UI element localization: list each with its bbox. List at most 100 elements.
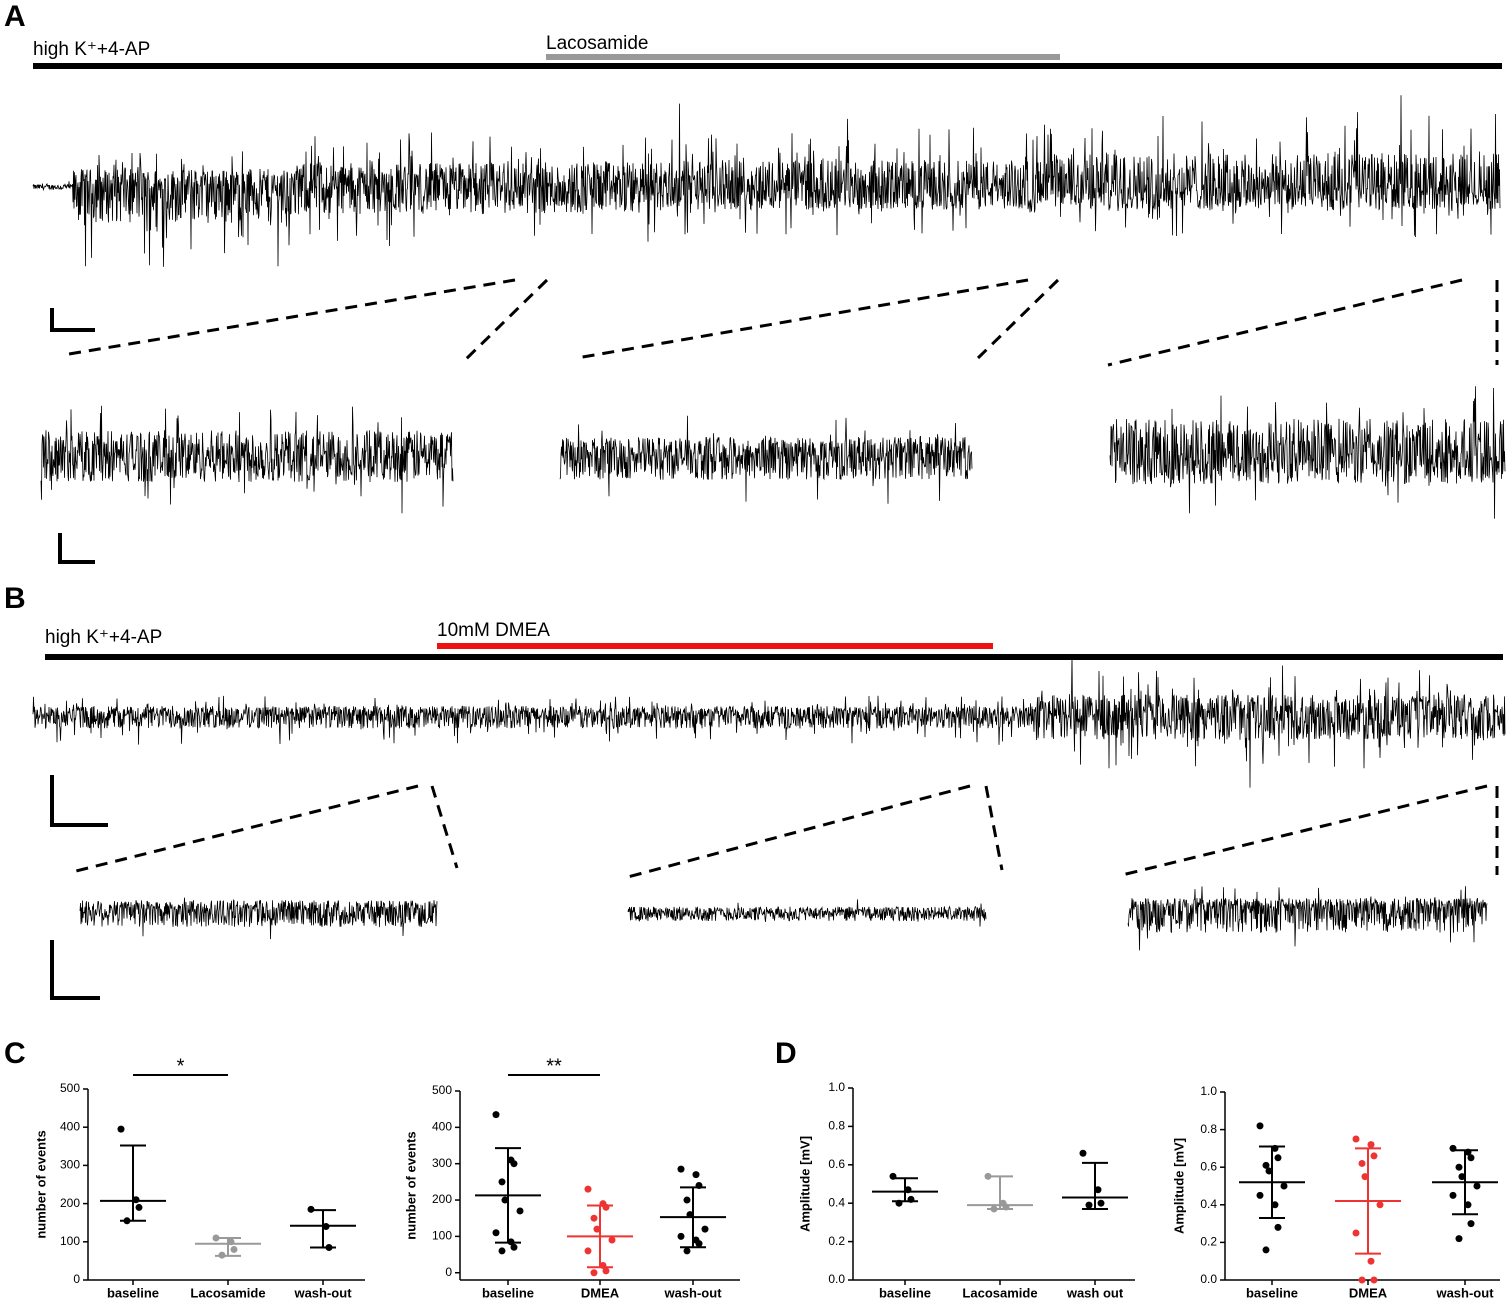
data-point xyxy=(1352,1135,1360,1143)
y-tick-label: 0.2 xyxy=(828,1234,845,1248)
data-point xyxy=(1473,1182,1481,1190)
y-tick-label: 0.2 xyxy=(1200,1235,1217,1249)
data-point xyxy=(1256,1191,1264,1199)
data-point xyxy=(1455,1163,1463,1171)
data-point xyxy=(1358,1276,1366,1284)
trace xyxy=(32,654,1506,788)
data-point xyxy=(1094,1186,1102,1194)
data-point xyxy=(492,1111,500,1119)
y-tick-label: 0.4 xyxy=(828,1195,845,1209)
data-point xyxy=(501,1196,509,1204)
data-point xyxy=(117,1125,125,1133)
data-point xyxy=(1352,1229,1360,1237)
data-point xyxy=(1367,1141,1375,1149)
scale-bar xyxy=(50,775,108,827)
y-tick-label: 0 xyxy=(73,1272,80,1286)
y-tick-label: 0.0 xyxy=(1200,1272,1217,1286)
data-point xyxy=(683,1196,691,1204)
y-tick-label: 0.6 xyxy=(1200,1159,1217,1173)
condition-label: high K⁺+4-AP xyxy=(45,627,162,648)
data-point xyxy=(695,1240,703,1248)
data-point xyxy=(1256,1122,1264,1130)
data-point xyxy=(608,1236,616,1244)
y-tick-label: 200 xyxy=(60,1196,80,1210)
data-point xyxy=(510,1243,518,1251)
charts: 0 100 200 300 400 500 number of events baseline… xyxy=(33,1055,1500,1300)
scale-bar xyxy=(58,533,95,564)
y-axis-label: Amplitude [mV] xyxy=(1171,1138,1186,1234)
data-point xyxy=(1274,1154,1282,1162)
y-tick-label: 300 xyxy=(60,1158,80,1172)
data-point xyxy=(498,1247,506,1255)
data-point xyxy=(1358,1159,1366,1167)
y-tick-label: 0 xyxy=(445,1265,452,1279)
scale-bar xyxy=(50,308,95,332)
data-point xyxy=(584,1247,592,1255)
data-point xyxy=(1370,1276,1378,1284)
data-point xyxy=(677,1232,685,1240)
panel-label: C xyxy=(4,1037,26,1070)
y-tick-label: 400 xyxy=(432,1120,452,1134)
x-tick-label: wash-out xyxy=(663,1285,722,1300)
data-point xyxy=(1455,1235,1463,1243)
x-tick-label: wash-out xyxy=(1435,1285,1494,1300)
y-tick-label: 0.6 xyxy=(828,1157,845,1171)
data-point xyxy=(593,1225,601,1233)
y-axis-label: number of events xyxy=(403,1131,418,1239)
y-tick-label: 0.8 xyxy=(828,1119,845,1133)
data-point xyxy=(677,1165,685,1173)
trace xyxy=(40,405,454,514)
data-point xyxy=(1280,1182,1288,1190)
trace xyxy=(1127,886,1488,951)
x-tick-label: Lacosamide xyxy=(190,1285,265,1300)
y-axis-label: number of events xyxy=(33,1130,48,1238)
data-point xyxy=(1271,1201,1279,1209)
x-tick-label: wash-out xyxy=(293,1285,352,1300)
y-tick-label: 1.0 xyxy=(828,1080,845,1094)
data-point xyxy=(1265,1167,1273,1175)
scale-bar xyxy=(50,940,100,1000)
data-point xyxy=(1376,1201,1384,1209)
zoom-guides xyxy=(71,784,1499,880)
data-point xyxy=(1458,1173,1466,1181)
x-tick-label: DMEA xyxy=(581,1285,620,1300)
trace xyxy=(1109,386,1506,519)
data-point xyxy=(692,1171,700,1179)
x-tick-label: baseline xyxy=(482,1285,534,1300)
y-tick-label: 100 xyxy=(60,1234,80,1248)
data-point xyxy=(1262,1161,1270,1169)
drug-label: 10mM DMEA xyxy=(437,620,550,641)
y-tick-label: 100 xyxy=(432,1229,452,1243)
data-point xyxy=(1464,1201,1472,1209)
panel-label: D xyxy=(775,1037,797,1070)
x-tick-label: DMEA xyxy=(1349,1285,1388,1300)
y-tick-label: 0.4 xyxy=(1200,1197,1217,1211)
panel-label: B xyxy=(4,582,26,615)
x-tick-label: baseline xyxy=(1246,1285,1298,1300)
data-point xyxy=(701,1225,709,1233)
x-tick-label: wash out xyxy=(1066,1285,1124,1300)
x-tick-label: baseline xyxy=(107,1285,159,1300)
data-point xyxy=(1262,1246,1270,1254)
data-point xyxy=(510,1160,518,1168)
data-point xyxy=(1367,1257,1375,1265)
y-tick-label: 500 xyxy=(60,1081,80,1095)
data-point xyxy=(135,1203,143,1211)
traces xyxy=(32,95,1506,951)
data-point xyxy=(584,1185,592,1193)
panel-label: A xyxy=(4,0,26,33)
data-point xyxy=(1085,1201,1093,1209)
data-point xyxy=(1274,1223,1282,1231)
data-point xyxy=(498,1178,506,1186)
trace xyxy=(32,95,1501,267)
condition-label: high K⁺+4-AP xyxy=(33,39,150,60)
data-point xyxy=(1449,1191,1457,1199)
data-point xyxy=(1467,1154,1475,1162)
y-tick-label: 400 xyxy=(60,1119,80,1133)
data-point xyxy=(602,1267,610,1275)
data-point xyxy=(492,1229,500,1237)
data-point xyxy=(1370,1152,1378,1160)
y-axis-label: Amplitude [mV] xyxy=(797,1136,812,1232)
y-tick-label: 200 xyxy=(432,1192,452,1206)
data-point xyxy=(230,1245,238,1253)
